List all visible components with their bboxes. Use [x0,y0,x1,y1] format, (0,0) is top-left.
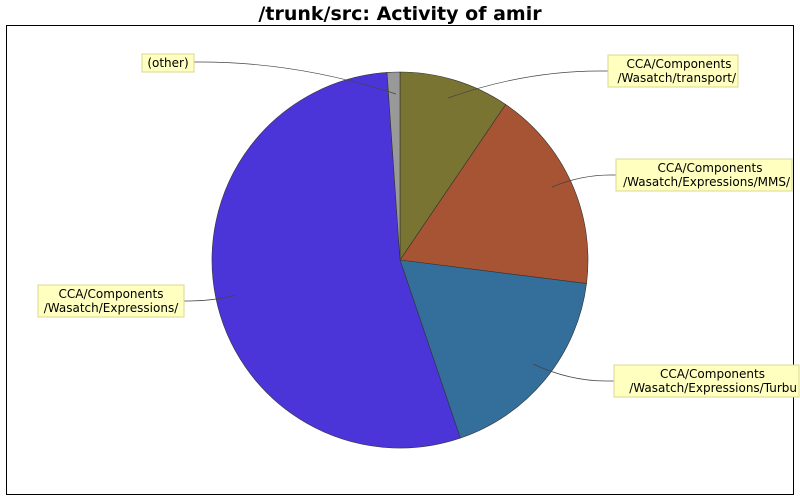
slice-label-3-line-1: /Wasatch/Expressions/ [44,301,179,315]
slice-label-2-line-1: /Wasatch/Expressions/Turbu [629,381,797,395]
slice-labels: CCA/Components/Wasatch/transport/CCA/Com… [37,53,800,398]
pie-slices [211,71,589,449]
pie-slice-0 [399,71,507,261]
label-box-4 [141,53,195,73]
leader-line-4 [194,61,397,95]
pie-slice-3 [211,72,461,449]
label-box-0 [607,54,739,88]
pie-slice-2 [399,259,587,439]
leader-line-3 [184,294,237,302]
slice-label-4-line-0: (other) [147,56,188,70]
slice-label-3-line-0: CCA/Components [59,287,164,301]
slice-label-2-line-0: CCA/Components [660,367,765,381]
leader-line-2 [532,363,614,382]
slice-label-0-line-1: /Wasatch/transport/ [617,71,736,85]
leader-line-0 [447,70,608,99]
slice-label-1-line-1: /Wasatch/Expressions/MMS/ [623,175,791,189]
label-box-3 [37,284,185,318]
label-box-1 [615,158,793,192]
chart-title: /trunk/src: Activity of amir [258,3,542,25]
slice-label-1-line-0: CCA/Components [658,161,763,175]
pie-slice-4 [386,71,401,261]
leader-lines [184,61,616,382]
slice-label-0-line-0: CCA/Components [627,57,732,71]
label-box-2 [613,364,800,398]
pie-slice-1 [399,104,589,284]
leader-line-1 [551,174,616,188]
